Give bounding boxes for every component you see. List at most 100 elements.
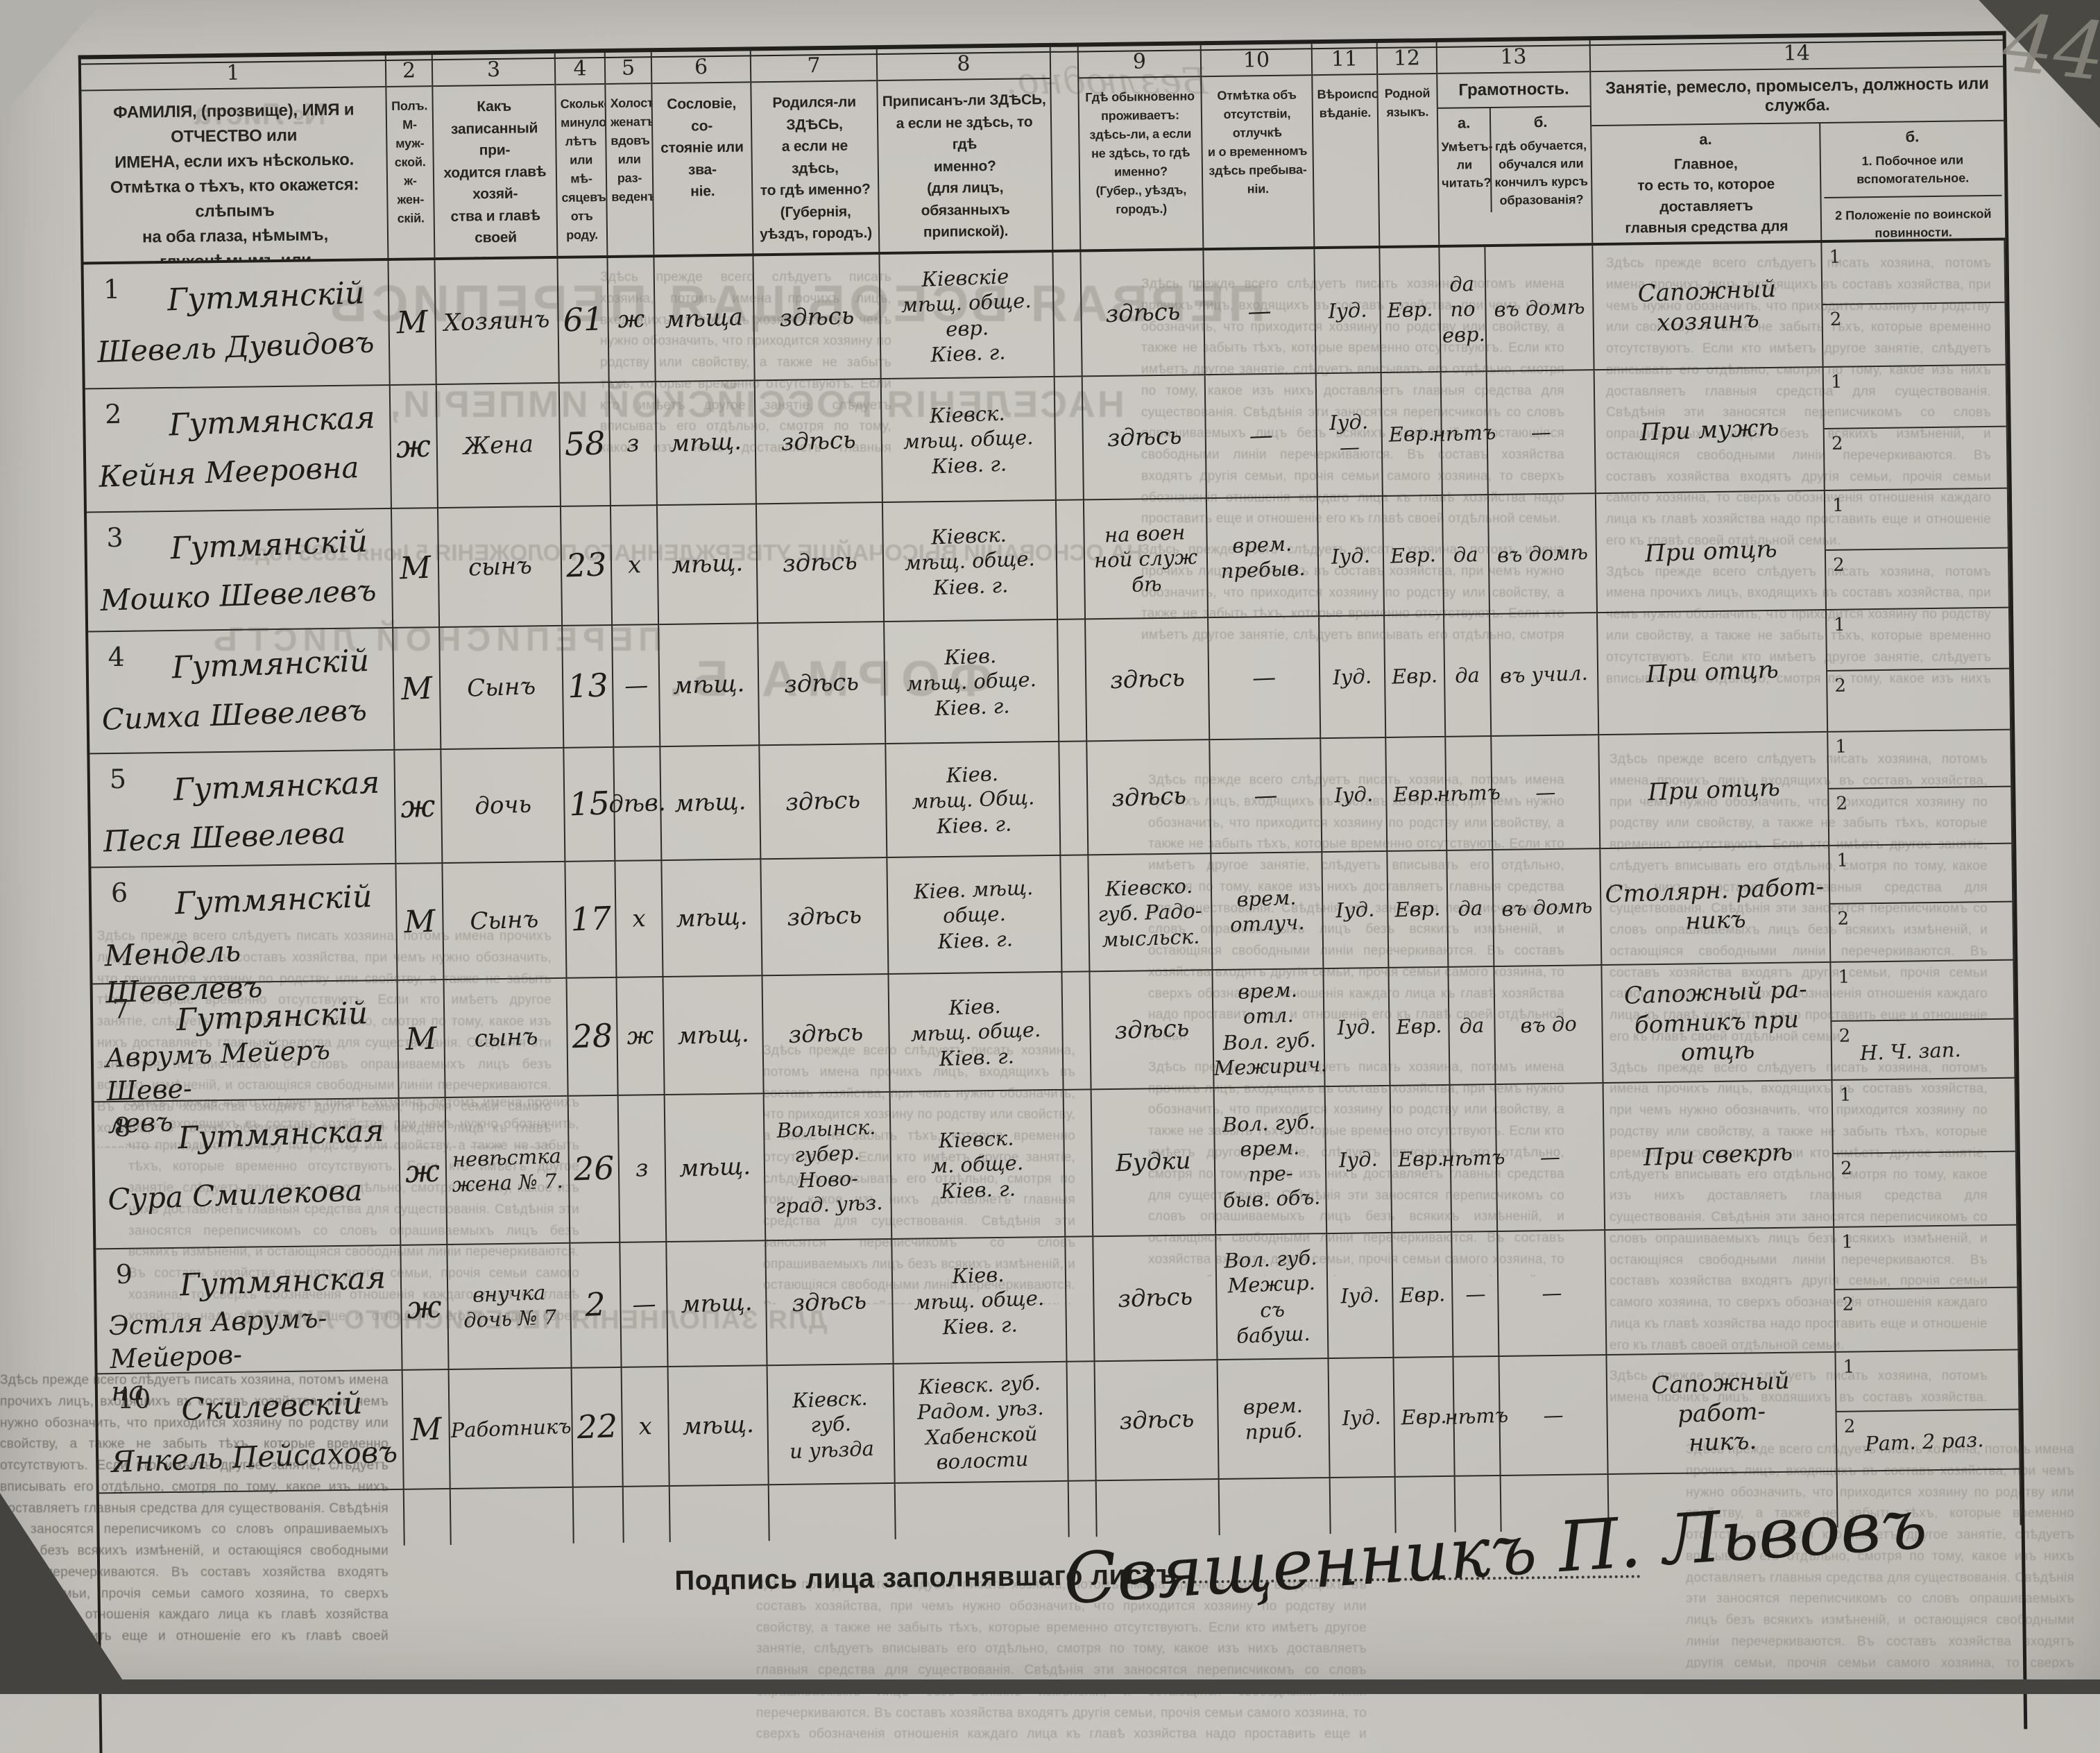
- reads-value: да: [1459, 1013, 1485, 1038]
- military-status: 2: [1833, 1150, 2017, 1226]
- cell-name: 10 Скилевскій Янкель Пейсаховъ: [97, 1370, 404, 1494]
- cell-sex: М: [402, 1369, 451, 1490]
- cell-relation: сынъ: [444, 978, 569, 1099]
- given-name-handwriting: Сура Смилекова: [107, 1173, 364, 1217]
- cell-empty: [769, 1483, 896, 1541]
- cell-born: здѣсь: [762, 974, 891, 1095]
- military-status: 2: [1822, 301, 2006, 366]
- cell-born: Кіевск. губ. и уѣзда: [767, 1364, 896, 1486]
- cell-sex: ж: [395, 750, 443, 864]
- cell-spacer: [1053, 252, 1083, 377]
- religion-value: Іуд.: [1331, 543, 1371, 569]
- printed-1: 1: [1839, 1084, 1852, 1106]
- table-header: 1 ФАМИЛІЯ, (прозвище), ИМЯ и ОТЧЕСТВО ил…: [80, 35, 2006, 265]
- column-number: 10: [1201, 44, 1312, 78]
- header-text: Отмѣтка объ отсутствіи, отлучкѣ и о врем…: [1207, 87, 1308, 196]
- printed-1: 1: [1841, 1231, 1854, 1253]
- registered-value: Кіев. мѣщ. Общ. Кіев. г.: [911, 761, 1035, 838]
- cell-side-occupation: 1 2: [1826, 608, 2012, 733]
- cell-absence: —: [1205, 374, 1318, 499]
- cell-language: Евр.: [1392, 1232, 1454, 1358]
- header-text: Сословіе, со- стояніе или зва- ніе.: [660, 95, 744, 200]
- printed-1: 1: [1838, 966, 1850, 988]
- cell-occupation: При отцѣ: [1599, 732, 1830, 850]
- row-number: 3: [106, 522, 123, 554]
- occupation-value: Столярн. работ- никъ: [1605, 872, 1825, 935]
- cell-registered: Кіевск. мѣщ. обще. Кіев. г.: [881, 377, 1057, 504]
- side-occupation-1: 1: [1834, 1226, 2017, 1289]
- occupation-value: При отцѣ: [1646, 656, 1779, 689]
- sub-text: Главное, то есть то, которое доставляетъ…: [1625, 155, 1789, 243]
- cell-residence: на воен ной служ бѣ: [1084, 499, 1209, 620]
- cell-estate: мѣщ.: [662, 860, 763, 978]
- school-value: въ домѣ: [1496, 540, 1589, 567]
- printed-1: 1: [1834, 614, 1845, 635]
- cell-relation: невѣстка жена № 7.: [445, 1096, 571, 1245]
- header-col-occupation: 14 Занятіе, ремесло, промыселъ, должност…: [1590, 35, 2006, 243]
- language-value: Евр.: [1386, 297, 1434, 323]
- cell-language: Евр.: [1383, 495, 1445, 616]
- religion-value: Іуд.: [1340, 1283, 1380, 1308]
- language-value: Евр.: [1401, 1404, 1448, 1430]
- cell-registered: Кіев. мѣщ. обще. Кіев. г.: [885, 619, 1060, 745]
- column-number: 6: [651, 51, 751, 85]
- military-status: 2: [1830, 900, 2013, 961]
- cell-occupation: Сапожный ра- ботникъ при отцѣ: [1602, 962, 1833, 1084]
- header-col-age: 4 Сколько минуло лѣтъ или мѣ- сяцевъ отъ…: [555, 53, 608, 256]
- absence-value: Вол. губ. врем. пре- быв. объ.: [1222, 1109, 1321, 1212]
- occupation-value: Сапожный ра- ботникъ при отцѣ: [1623, 975, 1808, 1068]
- religion-value: Іуд.: [1327, 298, 1368, 323]
- surname-handwriting: Гутмянская: [179, 1260, 387, 1303]
- cell-reads: нѣтъ: [1441, 1084, 1505, 1233]
- estate-value: мѣщ.: [675, 903, 749, 933]
- sex-value: ж: [404, 1153, 441, 1190]
- cell-registered: Кіев. мѣщ. обще. Кіев. г.: [892, 1237, 1068, 1365]
- cell-empty: [573, 1487, 624, 1544]
- occupation-value: При свекрѣ: [1643, 1138, 1794, 1172]
- marital-value: дѣв.: [608, 788, 667, 819]
- cell-absence: врем. пребыв.: [1206, 497, 1320, 619]
- cell-age: 2: [570, 1242, 622, 1369]
- row-number: 5: [109, 763, 127, 795]
- cell-spacer: [1061, 855, 1091, 973]
- cell-spacer: [1055, 377, 1084, 501]
- cell-registered: Кіев. мѣщ. обще. Кіев. г.: [887, 855, 1063, 975]
- absence-value: —: [1249, 421, 1274, 450]
- given-name-handwriting: Мошко Шевелевъ: [99, 573, 377, 618]
- column-number: 12: [1377, 42, 1437, 76]
- surname-handwriting: Гутмянская: [177, 1113, 385, 1156]
- cell-religion: Іуд.: [1325, 1086, 1393, 1235]
- cell-estate: мѣщ.: [660, 746, 762, 862]
- cell-religion: Іуд.: [1320, 615, 1387, 739]
- residence-value: здѣсь: [1109, 664, 1186, 694]
- cell-spacer: [1066, 1237, 1095, 1362]
- cell-religion: Іуд.: [1315, 248, 1382, 375]
- estate-value: мѣщ.: [681, 1410, 755, 1441]
- occupation-value: Сапожный хозяинъ: [1637, 274, 1777, 336]
- estate-value: мѣщ.: [672, 669, 745, 700]
- cell-relation: внучка дочь № 7: [447, 1243, 572, 1370]
- header-col-language: 12 Родной языкъ.: [1377, 42, 1440, 246]
- military-value: Н. Ч. зап.: [1859, 1037, 1962, 1066]
- cell-side-occupation: 1 2: [1832, 1078, 2018, 1228]
- cell-name: 6 Гутмянскій Мендель Шевелевъ: [91, 864, 398, 1009]
- cell-residence: здѣсь: [1081, 250, 1206, 377]
- cell-empty: [895, 1481, 1070, 1539]
- age-value: 58: [563, 424, 606, 463]
- cell-estate: мѣщ.: [663, 976, 765, 1096]
- surname-handwriting: Гутмянская: [173, 764, 381, 808]
- sub-text: Умѣетъ- ли читать?: [1441, 139, 1493, 191]
- estate-value: мѣщ.: [669, 427, 742, 458]
- cell-reads: нѣтъ: [1432, 372, 1496, 496]
- sex-value: М: [399, 549, 432, 586]
- printed-2: 2: [1831, 433, 1843, 454]
- header-text: Сколько минуло лѣтъ или мѣ- сяцевъ отъ р…: [560, 96, 608, 242]
- side-occupation-1: 1: [1833, 1079, 2015, 1153]
- cell-marital: —: [620, 1242, 669, 1368]
- cell-side-occupation: 1 2: [1828, 730, 2013, 846]
- cell-absence: —: [1209, 617, 1322, 741]
- header-col-marital: 5 Холостъ, женатъ, вдовъ или раз- веденъ…: [605, 52, 655, 255]
- born-value: здѣсь: [785, 785, 861, 816]
- cell-sex: М: [393, 628, 442, 751]
- header-col-religion: 11 Вѣроиспо- вѣданіе.: [1312, 43, 1381, 247]
